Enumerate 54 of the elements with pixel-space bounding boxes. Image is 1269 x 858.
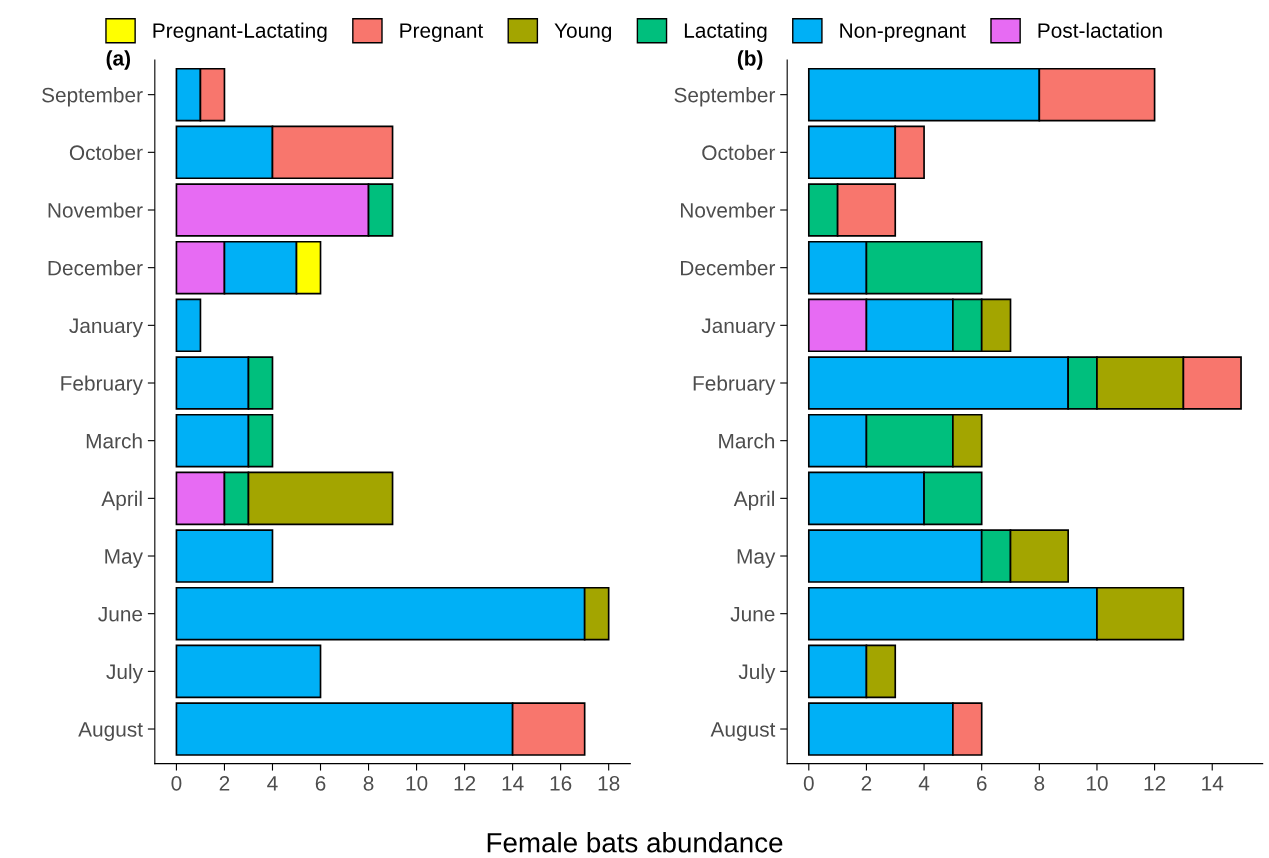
- x-tick-label: 10: [1086, 775, 1108, 791]
- x-tick-label: 4: [918, 776, 930, 791]
- y-tick-label: September: [42, 87, 143, 107]
- legend-label: Non-pregnant: [840, 23, 966, 43]
- x-tick-label: 14: [502, 776, 524, 791]
- x-tick-label: 2: [861, 775, 872, 791]
- x-tick-label: 0: [803, 775, 814, 791]
- x-tick-label: 6: [315, 775, 326, 791]
- y-tick-label: May: [105, 549, 143, 568]
- y-tick-label: November: [681, 202, 776, 218]
- x-tick-label: 12: [1144, 775, 1166, 791]
- y-tick-label: August: [710, 722, 776, 741]
- x-tick-label: 18: [598, 775, 620, 791]
- x-tick-label: 14: [1202, 776, 1224, 791]
- x-tick-label: 0: [171, 775, 182, 791]
- y-tick-label: May: [737, 549, 776, 568]
- y-tick-label: September: [674, 87, 776, 107]
- y-tick-label: July: [106, 663, 143, 684]
- legend-label: Pregnant-Lactating: [153, 22, 327, 43]
- y-tick-label: March: [719, 433, 775, 449]
- x-tick-label: 10: [406, 775, 428, 791]
- x-axis-title: Female bats abundance: [487, 832, 783, 853]
- chart-title: (a): [106, 50, 131, 70]
- y-tick-label: October: [69, 144, 143, 161]
- x-tick-label: 6: [976, 775, 987, 791]
- legend-label: Post-lactation: [1038, 22, 1162, 38]
- x-tick-label: 4: [267, 776, 278, 791]
- y-tick-label: June: [730, 606, 775, 622]
- y-tick-label: February: [693, 375, 776, 395]
- legend-label: Young: [554, 23, 612, 43]
- y-tick-label: January: [69, 318, 143, 338]
- x-tick-label: 8: [1034, 775, 1045, 791]
- y-tick-label: December: [48, 260, 143, 276]
- bar: [175, 298, 202, 353]
- y-tick-label: December: [681, 260, 776, 276]
- y-tick-label: August: [78, 722, 143, 741]
- y-tick-label: March: [86, 433, 142, 449]
- y-tick-label: April: [101, 490, 142, 511]
- x-tick-label: 12: [454, 775, 476, 791]
- y-tick-label: October: [702, 144, 776, 161]
- y-tick-label: June: [98, 606, 143, 622]
- y-tick-label: April: [733, 490, 774, 511]
- x-tick-label: 8: [363, 775, 374, 791]
- y-tick-label: July: [738, 663, 776, 684]
- legend-label: Pregnant: [400, 23, 484, 43]
- y-tick-label: January: [701, 318, 776, 338]
- x-tick-label: 2: [219, 775, 230, 791]
- legend-label: Lactating: [684, 22, 767, 43]
- x-tick-label: 16: [550, 775, 572, 791]
- bar: [175, 644, 322, 699]
- chart-title: (b): [737, 50, 763, 70]
- bar: [175, 529, 274, 583]
- y-tick-label: November: [48, 202, 143, 218]
- y-tick-label: February: [61, 375, 143, 395]
